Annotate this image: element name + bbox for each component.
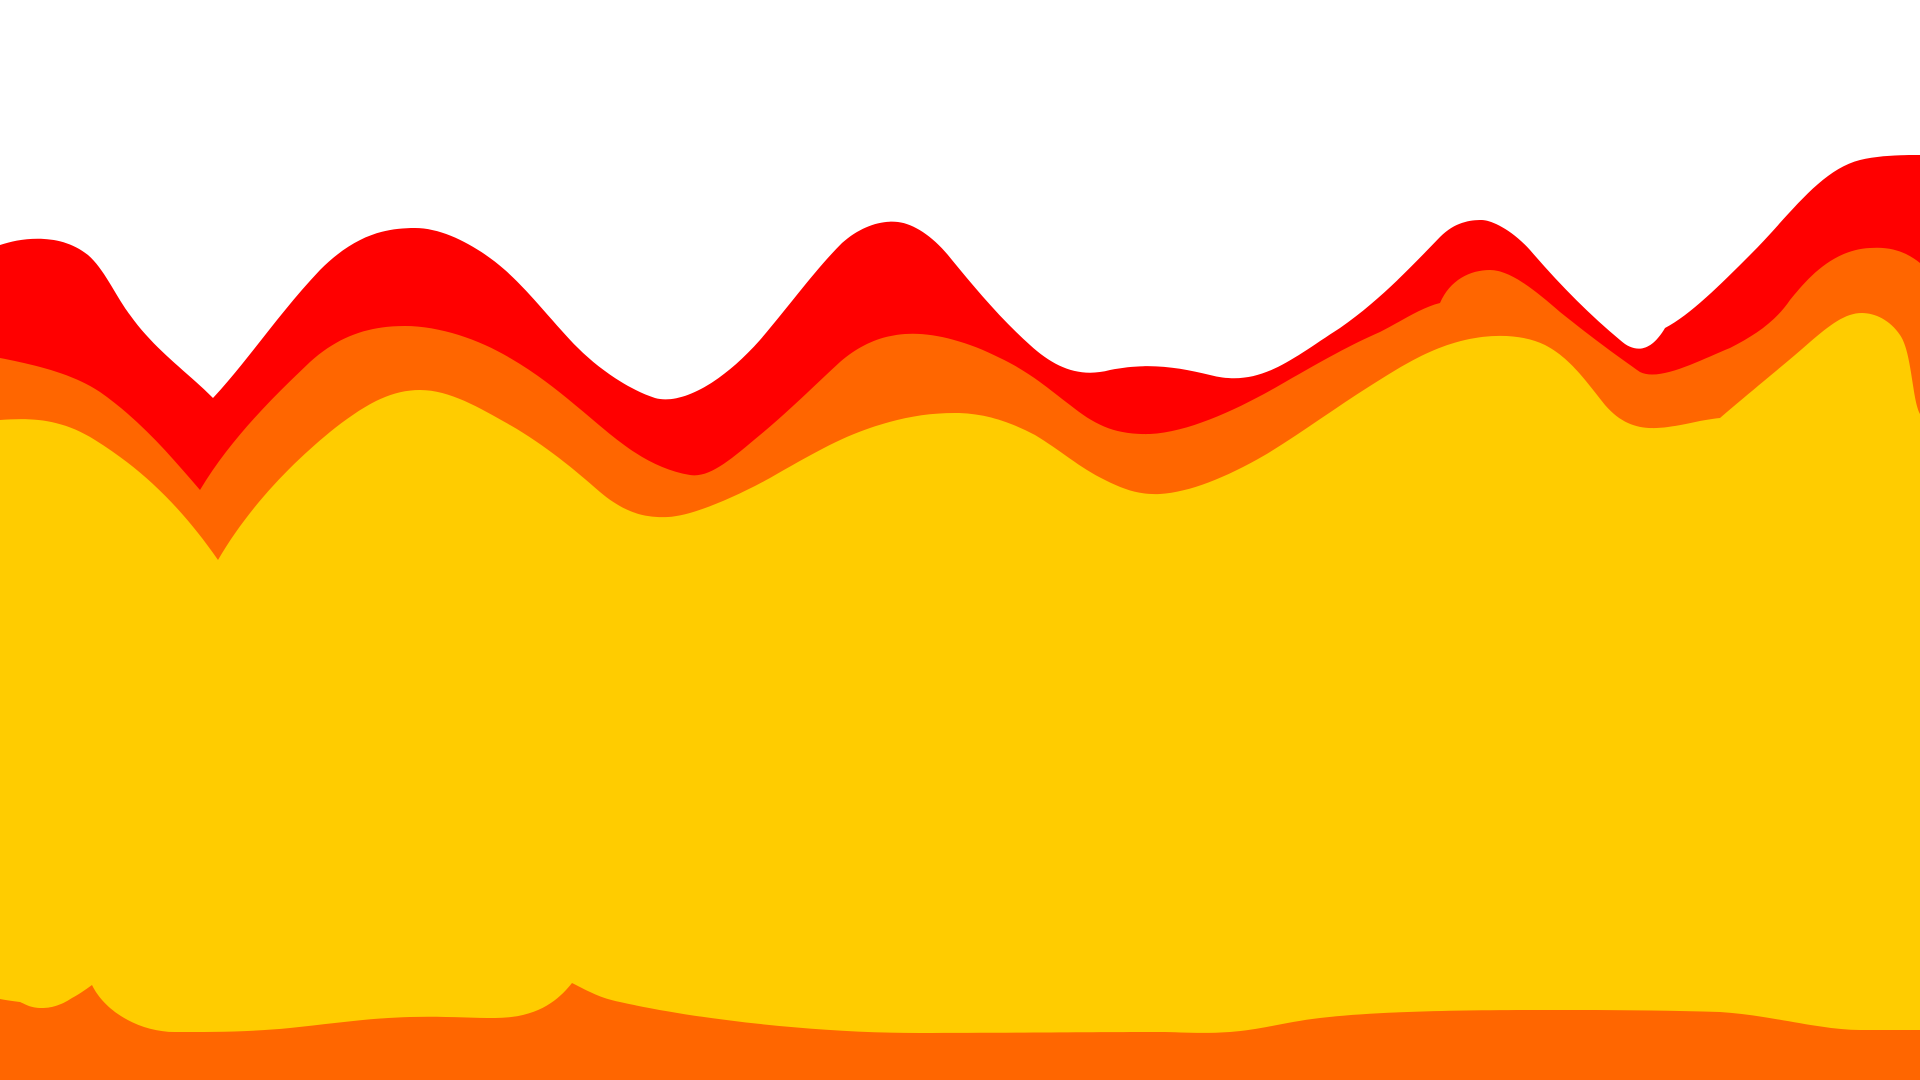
yellow-mass: [0, 313, 1920, 1033]
